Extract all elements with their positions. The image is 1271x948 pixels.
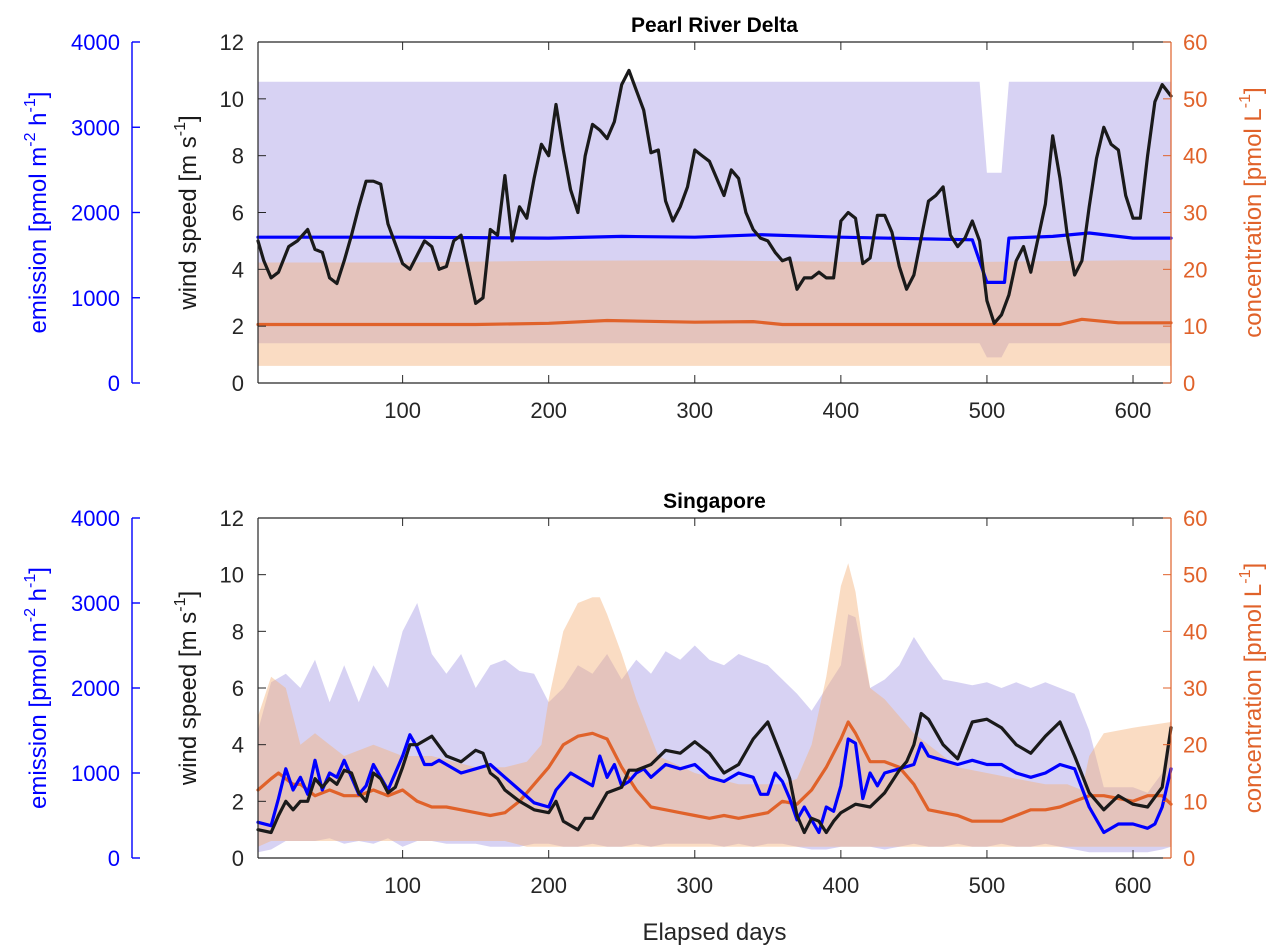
- x-tick-label: 300: [676, 873, 713, 898]
- concentration-tick-label: 40: [1183, 619, 1207, 644]
- emission-axis-label: emission [pmol m-2 h-1]: [22, 567, 52, 809]
- wind-tick-label: 4: [232, 733, 244, 758]
- wind-range-band: [258, 81, 1171, 358]
- concentration-tick-label: 50: [1183, 87, 1207, 112]
- wind-tick-label: 0: [232, 371, 244, 396]
- concentration-tick-label: 10: [1183, 314, 1207, 339]
- wind-tick-label: 2: [232, 314, 244, 339]
- emission-tick-label: 4000: [71, 506, 120, 531]
- concentration-range-band: [258, 563, 1171, 847]
- x-tick-label: 600: [1115, 398, 1152, 423]
- x-tick-label: 400: [822, 873, 859, 898]
- wind-tick-label: 6: [232, 676, 244, 701]
- wind-range-band: [258, 603, 1171, 853]
- concentration-axis-label: concentration [pmol L-1]: [1237, 87, 1267, 337]
- concentration-range-band: [258, 260, 1171, 366]
- wind-tick-label: 8: [232, 144, 244, 169]
- wind-tick-label: 8: [232, 619, 244, 644]
- concentration-tick-label: 0: [1183, 846, 1195, 871]
- concentration-tick-label: 50: [1183, 563, 1207, 588]
- emission-tick-label: 2000: [71, 201, 120, 226]
- concentration-tick-label: 60: [1183, 30, 1207, 55]
- x-tick-label: 600: [1115, 873, 1152, 898]
- x-tick-label: 100: [384, 873, 421, 898]
- emission-tick-label: 1000: [71, 761, 120, 786]
- wind-tick-label: 12: [220, 30, 244, 55]
- wind-tick-label: 10: [220, 87, 244, 112]
- concentration-tick-label: 60: [1183, 506, 1207, 531]
- emission-tick-label: 0: [108, 371, 120, 396]
- emission-tick-label: 2000: [71, 676, 120, 701]
- x-tick-label: 300: [676, 398, 713, 423]
- wind-tick-label: 12: [220, 506, 244, 531]
- emission-tick-label: 3000: [71, 115, 120, 140]
- wind-tick-label: 10: [220, 563, 244, 588]
- panel-title: Pearl River Delta: [631, 14, 798, 37]
- concentration-tick-label: 0: [1183, 371, 1195, 396]
- wind-tick-label: 6: [232, 201, 244, 226]
- concentration-series-line: [256, 720, 1173, 823]
- emission-tick-label: 3000: [71, 591, 120, 616]
- concentration-tick-label: 20: [1183, 733, 1207, 758]
- wind-axis-label: wind speed [m s-1]: [172, 115, 202, 310]
- x-axis-label: Elapsed days: [642, 919, 786, 946]
- concentration-tick-label: 30: [1183, 201, 1207, 226]
- emission-tick-label: 0: [108, 846, 120, 871]
- x-tick-label: 500: [969, 873, 1006, 898]
- x-tick-label: 400: [822, 398, 859, 423]
- emission-axis-label: emission [pmol m-2 h-1]: [22, 92, 52, 334]
- x-tick-label: 500: [969, 398, 1006, 423]
- concentration-series-line: [256, 317, 1173, 327]
- emission-tick-label: 4000: [71, 30, 120, 55]
- wind-series-line: [256, 711, 1173, 835]
- x-tick-label: 100: [384, 398, 421, 423]
- concentration-tick-label: 40: [1183, 144, 1207, 169]
- wind-tick-label: 4: [232, 257, 244, 282]
- concentration-axis-label: concentration [pmol L-1]: [1237, 563, 1267, 813]
- emission-series-line: [256, 231, 1173, 284]
- x-tick-label: 200: [530, 873, 567, 898]
- concentration-tick-label: 20: [1183, 257, 1207, 282]
- wind-series-line: [256, 68, 1173, 325]
- emission-tick-label: 1000: [71, 286, 120, 311]
- concentration-tick-label: 10: [1183, 789, 1207, 814]
- wind-axis-label: wind speed [m s-1]: [172, 591, 202, 786]
- panel-title: Singapore: [663, 490, 766, 513]
- concentration-tick-label: 30: [1183, 676, 1207, 701]
- emission-series-line: [256, 733, 1173, 835]
- x-tick-label: 200: [530, 398, 567, 423]
- wind-tick-label: 0: [232, 846, 244, 871]
- wind-tick-label: 2: [232, 789, 244, 814]
